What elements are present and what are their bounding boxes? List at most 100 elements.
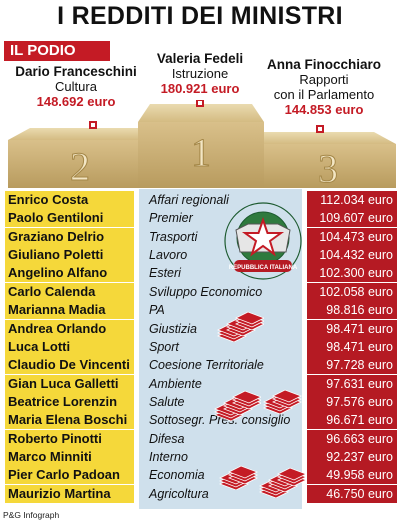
income-value: 104.432 euro — [307, 246, 397, 265]
income-value: 112.034 euro — [307, 191, 397, 209]
income-value: 98.816 euro — [307, 301, 397, 320]
table-row: Graziano Delrio Trasporti 104.473 euro — [5, 227, 397, 247]
table-row: Pier Carlo Padoan Economia 49.958 euro — [5, 466, 397, 485]
minister-name: Pier Carlo Padoan — [5, 466, 134, 485]
ministry-name: PA — [149, 303, 165, 318]
table-row: Andrea Orlando Giustizia 98.471 euro — [5, 319, 397, 339]
income-value: 102.058 euro — [307, 282, 397, 301]
ministry-name: Lavoro — [149, 248, 188, 263]
table-row: Maria Elena Boschi Sottosegr. Pres. consi… — [5, 411, 397, 430]
page-title: I REDDITI DEI MINISTRI — [57, 2, 343, 30]
ministry-name: Coesione Territoriale — [149, 358, 264, 373]
ministry-name: Trasporti — [149, 229, 198, 244]
income-value: 102.300 euro — [307, 264, 397, 283]
ministry-name: Agricoltura — [149, 486, 209, 501]
podium-illustration: 2 1 3 — [8, 100, 396, 188]
ministry-name: Premier — [149, 211, 193, 226]
podium-second: Dario Franceschini Cultura 148.692 euro — [2, 64, 150, 109]
minister-name: Beatrice Lorenzin — [5, 392, 134, 411]
ministry-name: Sottosegr. Pres. consiglio — [149, 413, 291, 428]
ministry-name: Interno — [149, 449, 188, 464]
ministry-name: Salute — [149, 394, 185, 409]
ministry-name: Affari regionali — [149, 193, 229, 207]
table-row: Gian Luca Galletti Ambiente 97.631 euro — [5, 374, 397, 394]
minister-name: Graziano Delrio — [5, 227, 134, 246]
money-stack-icon — [263, 389, 302, 414]
income-value: 97.631 euro — [307, 374, 397, 393]
table-row: Marco Minniti Interno 92.237 euro — [5, 447, 397, 467]
podium-second-front — [8, 140, 140, 188]
minister-name: Enrico Costa — [5, 191, 134, 209]
podium-third-front — [262, 144, 396, 188]
emblem-banner-text: REPUBBLICA ITALIANA — [229, 265, 298, 271]
money-stack-icon — [219, 465, 258, 490]
podium-third-name: Anna Finocchiaro — [266, 57, 381, 72]
minister-name: Claudio De Vincenti — [5, 356, 134, 375]
income-value: 98.471 euro — [307, 337, 397, 356]
ministry-name: Economia — [149, 468, 205, 483]
table-row: Enrico Costa Affari regionali 112.034 euro — [5, 191, 397, 210]
money-stack-icon — [217, 311, 264, 342]
minister-name: Maria Elena Boschi — [5, 411, 134, 430]
table-row: Giuliano Poletti Lavoro 104.432 euro — [5, 246, 397, 265]
income-value: 49.958 euro — [307, 466, 397, 485]
podium-third-marker — [316, 125, 324, 133]
podium-first-front — [138, 122, 264, 188]
table-row: Beatrice Lorenzin Salute 97.576 euro — [5, 392, 397, 412]
income-value: 98.471 euro — [307, 319, 397, 338]
podium-first-marker — [196, 100, 204, 107]
podium-second-top — [8, 128, 140, 140]
podium-second-role: Cultura — [55, 79, 97, 94]
podium-third: Anna Finocchiaro Rapporti con il Parlame… — [250, 57, 398, 117]
ministry-name: Sport — [149, 339, 179, 354]
podium-first-number: 1 — [191, 130, 211, 175]
ministry-name: Sviluppo Economico — [149, 284, 263, 299]
podium-third-role-line2: con il Parlamento — [273, 87, 375, 102]
podium-second-marker — [89, 121, 97, 129]
podium-first-top — [138, 104, 264, 122]
money-stack-icon — [259, 467, 306, 498]
podium-third-role: Rapporti — [299, 72, 349, 87]
ministry-name: Difesa — [149, 431, 185, 446]
podium-second-number: 2 — [70, 144, 90, 188]
podium-first-name: Valeria Fedeli — [156, 51, 244, 66]
podium-third-number: 3 — [318, 146, 338, 188]
podium-second-name: Dario Franceschini — [15, 64, 137, 79]
table-row: Marianna Madia PA 98.816 euro — [5, 301, 397, 320]
minister-name: Marianna Madia — [5, 301, 134, 320]
table-row: Angelino Alfano Esteri 102.300 euro — [5, 264, 397, 283]
table-row: Claudio De Vincenti Coesione Territoriale… — [5, 356, 397, 375]
podium-second-amount: 148.692 euro — [36, 94, 116, 109]
podium-first: Valeria Fedeli Istruzione 180.921 euro — [126, 51, 274, 96]
podium-third-top — [262, 132, 396, 144]
table-row: Paolo Gentiloni Premier 109.607 euro — [5, 209, 397, 228]
table-row: Roberto Pinotti Difesa 96.663 euro — [5, 429, 397, 449]
table-row: Luca Lotti Sport 98.471 euro — [5, 337, 397, 357]
source-credit: P&G Infograph — [3, 510, 60, 520]
podium-third-amount: 144.853 euro — [284, 102, 364, 117]
income-value: 96.663 euro — [307, 429, 397, 448]
money-stack-icon — [214, 390, 261, 421]
table-row: Carlo Calenda Sviluppo Economico 102.058 e… — [5, 282, 397, 302]
income-value: 97.576 euro — [307, 392, 397, 411]
minister-name: Marco Minniti — [5, 447, 134, 466]
italian-emblem-icon: REPUBBLICA ITALIANA — [224, 202, 302, 280]
podio-label: IL PODIO — [4, 41, 110, 61]
income-value: 109.607 euro — [307, 209, 397, 228]
table-row: Maurizio Martina Agricoltura 46.750 euro — [5, 484, 397, 504]
income-value: 97.728 euro — [307, 356, 397, 375]
minister-name: Luca Lotti — [5, 337, 134, 356]
income-value: 96.671 euro — [307, 411, 397, 430]
income-value: 46.750 euro — [307, 484, 397, 503]
podium-first-amount: 180.921 euro — [160, 81, 240, 96]
minister-name: Andrea Orlando — [5, 319, 134, 338]
ministry-name: Ambiente — [149, 376, 202, 391]
minister-name: Angelino Alfano — [5, 264, 134, 283]
minister-name: Giuliano Poletti — [5, 246, 134, 265]
income-value: 92.237 euro — [307, 447, 397, 466]
minister-name: Roberto Pinotti — [5, 429, 134, 448]
ministry-name: Esteri — [149, 266, 181, 281]
ministry-name: Giustizia — [149, 321, 197, 336]
podium-first-role: Istruzione — [171, 66, 229, 81]
minister-name: Paolo Gentiloni — [5, 209, 134, 228]
